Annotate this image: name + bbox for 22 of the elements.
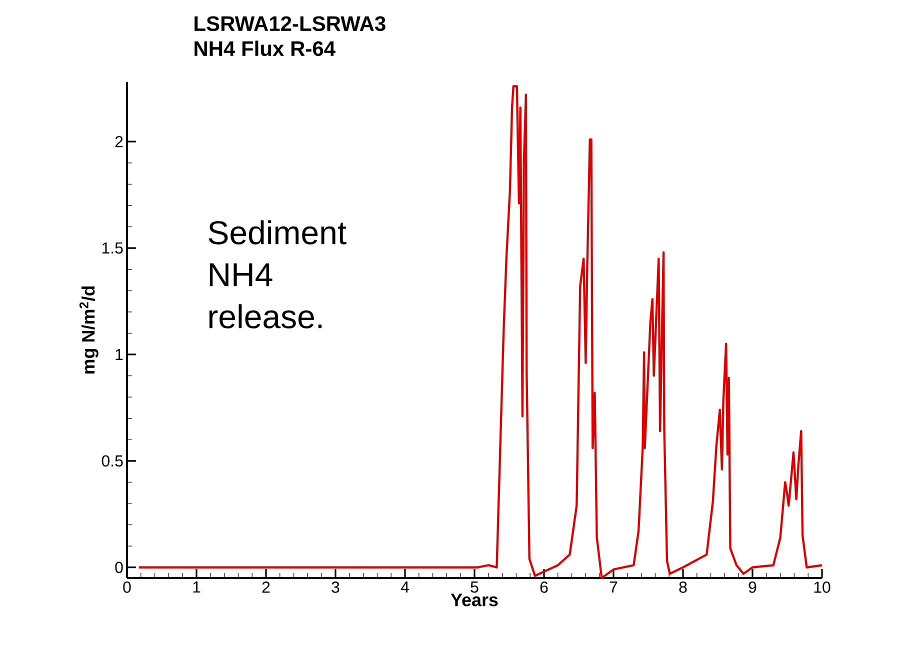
y-tick-label: 1.5 — [102, 242, 123, 254]
y-tick-label: 0.5 — [102, 455, 123, 467]
y-tick-label: 2 — [115, 136, 123, 148]
x-tick-label: 3 — [332, 582, 340, 593]
x-tick-label: 1 — [193, 582, 200, 593]
x-tick-label: 2 — [262, 582, 270, 593]
x-tick-label: 7 — [610, 582, 618, 593]
chart-subtitle: NH4 Flux R-64 — [194, 40, 336, 56]
y-tick-label: 1 — [116, 348, 123, 360]
x-tick-label: 5 — [470, 582, 478, 593]
x-tick-label: 4 — [400, 582, 409, 593]
x-axis-title: Years — [450, 594, 498, 606]
y-tick-label: 0 — [115, 562, 123, 574]
x-tick-label: 0 — [123, 582, 131, 593]
chart-title: LSRWA12-LSRWA3 — [194, 16, 386, 32]
x-tick-label: 9 — [748, 582, 756, 593]
y-axis-title: mg N/m$^{2}$/d — [79, 286, 98, 374]
x-tick-label: 8 — [679, 582, 687, 593]
x-tick-label: 6 — [540, 582, 548, 593]
annotation: Sediment NH4 release. — [208, 220, 346, 328]
x-tick-label: 10 — [814, 582, 830, 593]
line-series — [138, 85, 824, 580]
